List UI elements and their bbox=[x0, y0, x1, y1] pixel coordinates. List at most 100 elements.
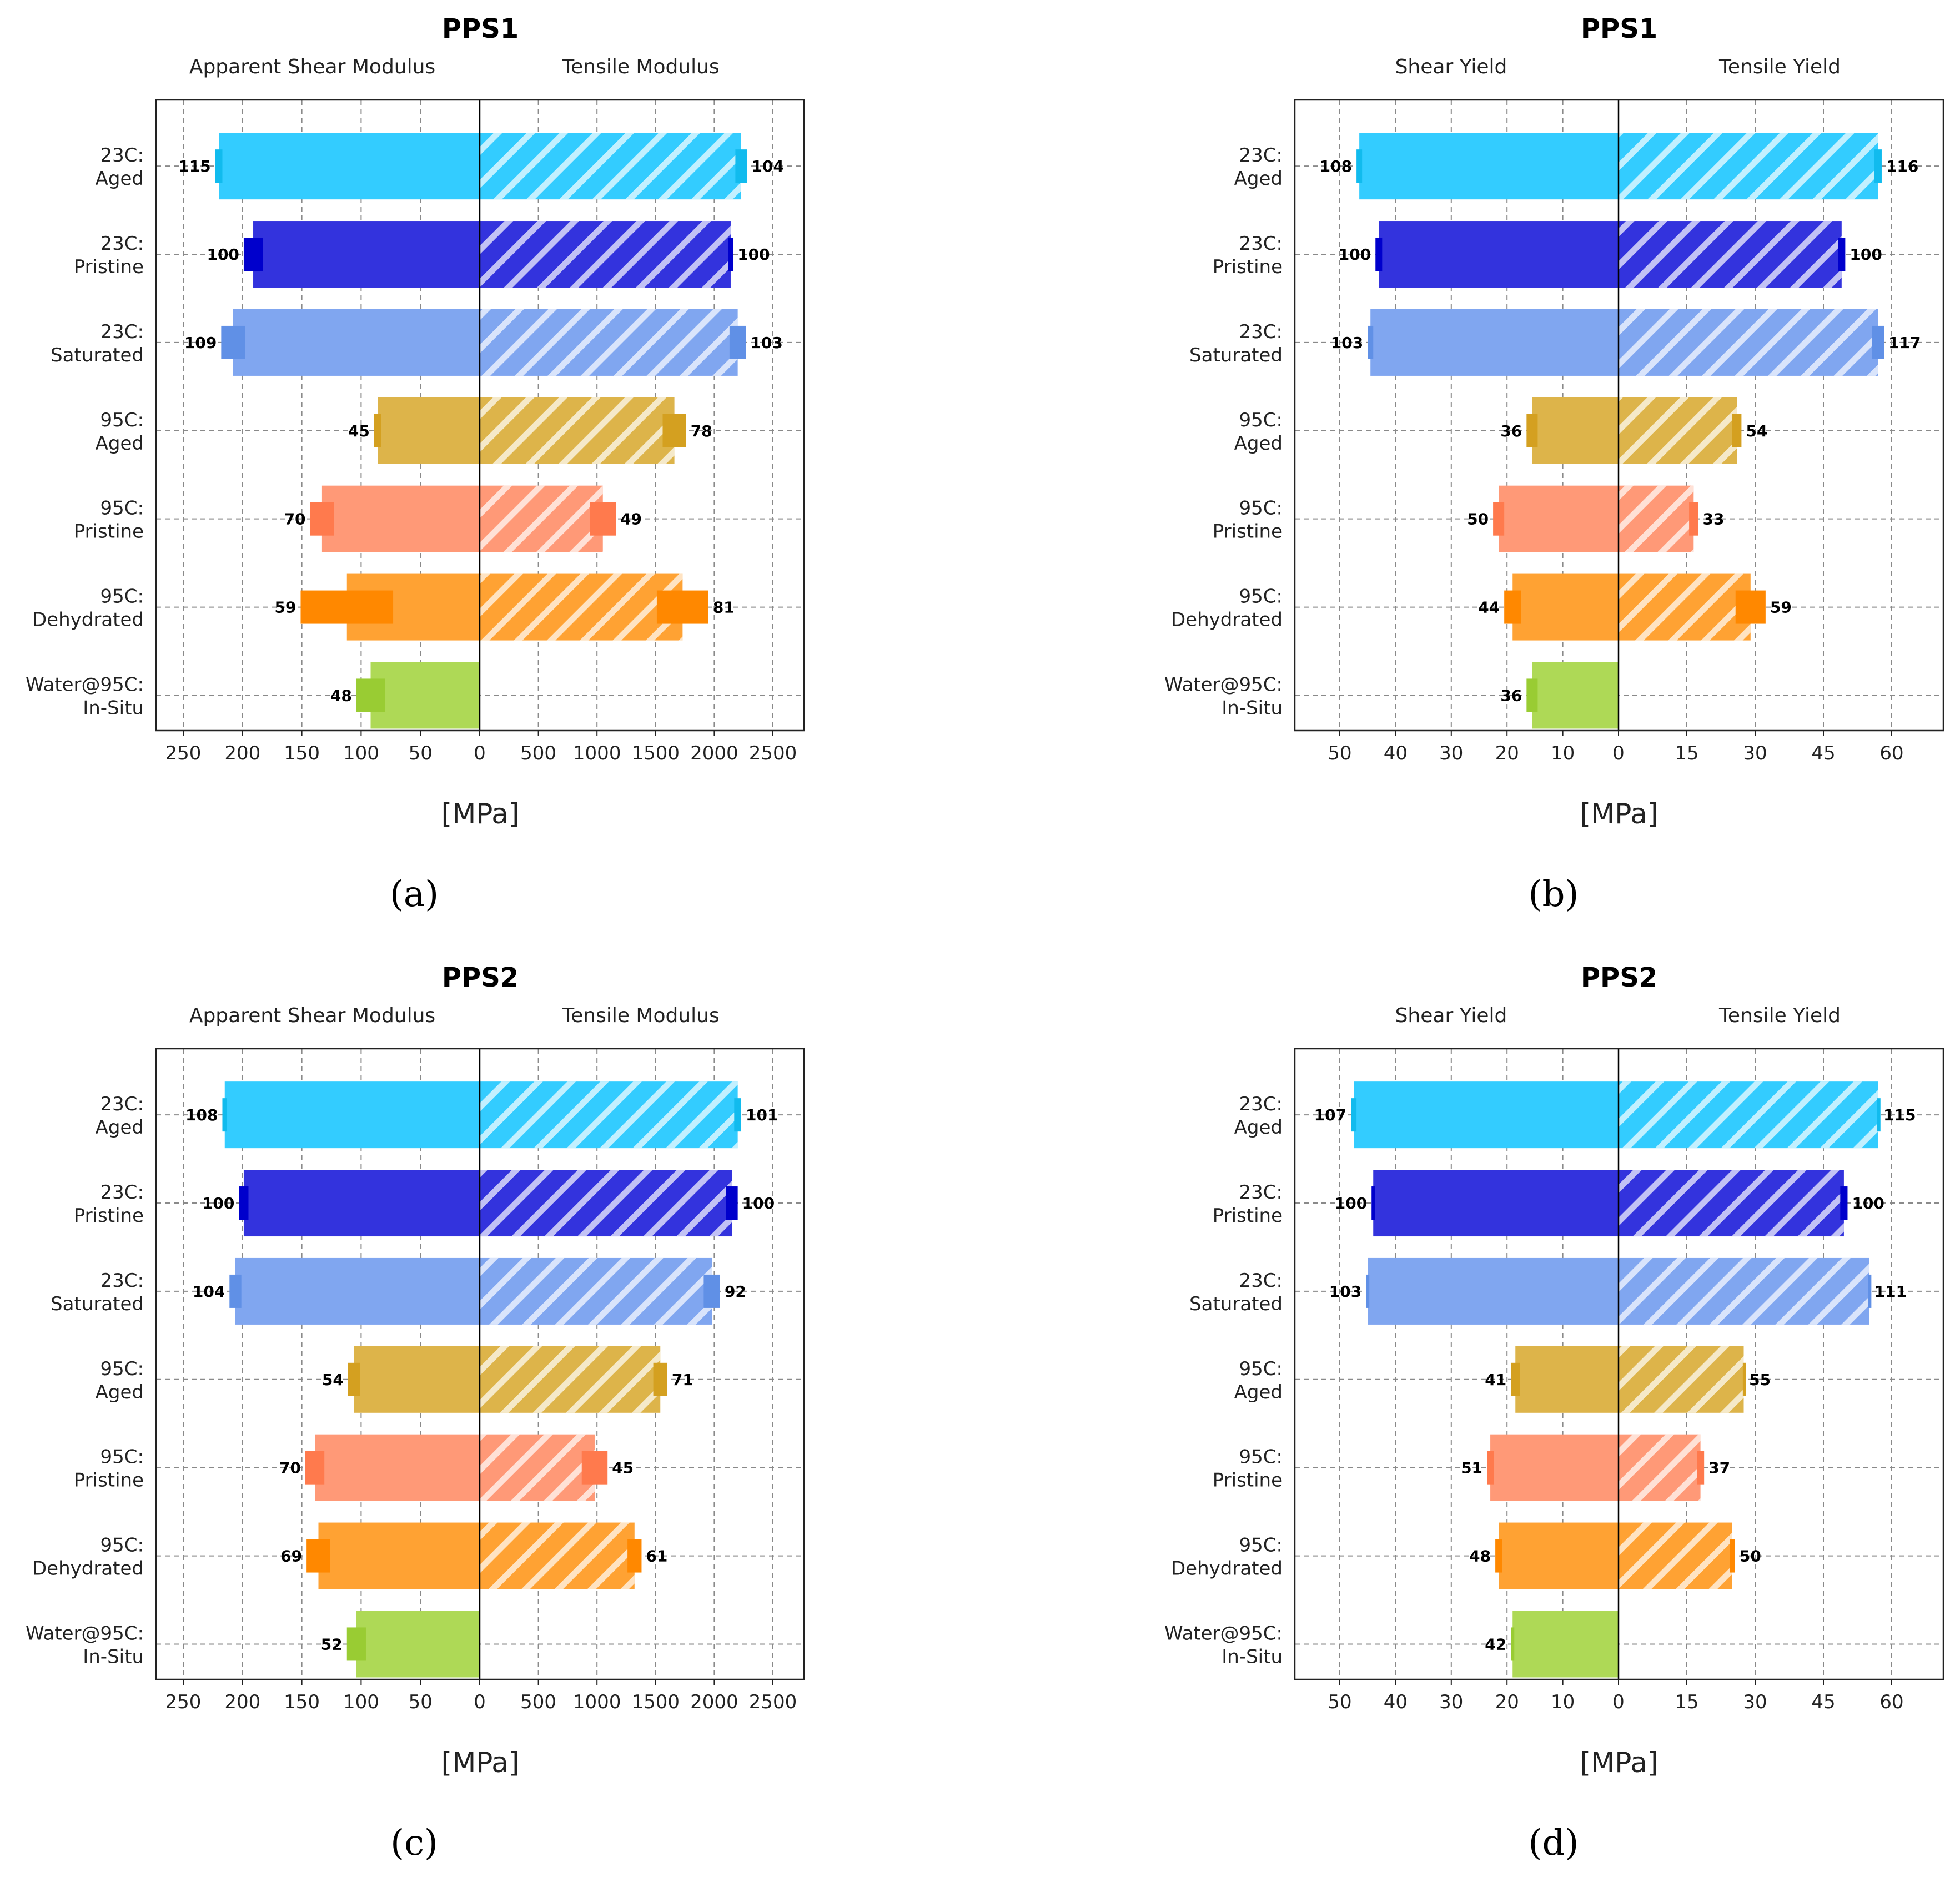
left-data-label-5: 50 bbox=[1467, 510, 1489, 529]
category-label-6: 95C: Dehydrated bbox=[1171, 1534, 1283, 1580]
left-bar-1 bbox=[224, 1081, 480, 1149]
right-data-label-1: 101 bbox=[746, 1106, 778, 1124]
right-data-label-1: 116 bbox=[1886, 157, 1918, 175]
right-bar-hatch-5 bbox=[1619, 485, 1694, 552]
right-data-label-5: 49 bbox=[620, 510, 642, 529]
left-data-label-6: 69 bbox=[280, 1547, 302, 1566]
x-axis-unit-label: [MPa] bbox=[441, 798, 520, 830]
left-data-label-4: 45 bbox=[348, 422, 370, 440]
category-label-7: Water@95C: In-Situ bbox=[26, 673, 144, 719]
x-tick-label: 200 bbox=[224, 742, 260, 764]
left-error-1 bbox=[222, 1098, 228, 1132]
right-bar-hatch-4 bbox=[480, 1346, 661, 1413]
panel-label: (d) bbox=[1529, 1823, 1579, 1864]
left-data-label-7: 42 bbox=[1485, 1635, 1506, 1653]
left-bar-5 bbox=[315, 1434, 480, 1501]
x-tick-label: 15 bbox=[1675, 1691, 1698, 1713]
x-tick-label: 45 bbox=[1811, 742, 1835, 764]
left-data-label-7: 52 bbox=[321, 1635, 343, 1653]
left-error-3 bbox=[1366, 1274, 1370, 1308]
left-error-6 bbox=[300, 590, 394, 624]
left-error-1 bbox=[1356, 149, 1363, 183]
left-data-label-3: 103 bbox=[1329, 1282, 1361, 1301]
right-bar-hatch-1 bbox=[1619, 133, 1878, 200]
left-data-label-1: 107 bbox=[1314, 1106, 1346, 1124]
left-bar-6 bbox=[1499, 1522, 1619, 1589]
left-error-3 bbox=[229, 1274, 242, 1308]
right-error-4 bbox=[653, 1362, 667, 1396]
right-error-2 bbox=[728, 238, 733, 271]
right-bar-hatch-1 bbox=[1619, 1081, 1878, 1149]
left-bar-7 bbox=[356, 1611, 480, 1678]
left-data-label-4: 41 bbox=[1485, 1371, 1506, 1389]
category-label-1: 23C: Aged bbox=[96, 144, 144, 190]
left-bar-1 bbox=[219, 133, 480, 200]
left-error-7 bbox=[346, 1627, 366, 1661]
left-bar-3 bbox=[1370, 309, 1619, 376]
left-data-label-6: 44 bbox=[1478, 598, 1500, 617]
left-bar-1 bbox=[1359, 133, 1619, 200]
x-tick-label: 200 bbox=[224, 1691, 260, 1713]
right-error-6 bbox=[627, 1539, 642, 1573]
right-bar-hatch-3 bbox=[480, 309, 738, 376]
left-data-label-6: 48 bbox=[1469, 1547, 1491, 1566]
left-data-label-1: 108 bbox=[185, 1106, 218, 1124]
category-label-3: 23C: Saturated bbox=[51, 321, 144, 366]
right-bar-hatch-3 bbox=[1619, 309, 1878, 376]
category-label-4: 95C: Aged bbox=[1234, 1358, 1283, 1403]
chart-title: PPS2 bbox=[1581, 962, 1657, 993]
right-data-label-6: 81 bbox=[713, 598, 735, 617]
x-axis-unit-label: [MPa] bbox=[1580, 798, 1659, 830]
right-error-5 bbox=[590, 502, 616, 536]
left-data-label-3: 104 bbox=[193, 1282, 225, 1301]
right-data-label-4: 78 bbox=[691, 422, 712, 440]
panel-label: (a) bbox=[390, 874, 439, 915]
right-bar-hatch-4 bbox=[480, 397, 675, 464]
left-error-6 bbox=[1504, 590, 1521, 624]
x-axis-unit-label: [MPa] bbox=[441, 1747, 520, 1779]
x-tick-label: 0 bbox=[1612, 742, 1625, 764]
category-label-5: 95C: Pristine bbox=[1213, 1446, 1283, 1492]
right-data-label-1: 104 bbox=[752, 157, 784, 175]
right-bar-hatch-2 bbox=[1619, 221, 1842, 288]
right-data-label-5: 37 bbox=[1708, 1459, 1730, 1477]
left-error-5 bbox=[305, 1451, 325, 1485]
left-data-label-7: 36 bbox=[1500, 686, 1522, 705]
left-error-1 bbox=[215, 149, 223, 183]
left-data-label-2: 100 bbox=[1339, 245, 1371, 264]
category-label-1: 23C: Aged bbox=[1234, 1093, 1283, 1139]
panel-label: (c) bbox=[390, 1823, 438, 1864]
left-data-label-4: 36 bbox=[1500, 422, 1522, 440]
left-data-label-7: 48 bbox=[330, 686, 352, 705]
left-error-2 bbox=[239, 1186, 249, 1220]
left-error-6 bbox=[306, 1539, 330, 1573]
left-bar-6 bbox=[318, 1522, 480, 1589]
right-data-label-3: 103 bbox=[750, 334, 782, 352]
left-error-4 bbox=[1511, 1362, 1520, 1396]
x-tick-label: 20 bbox=[1495, 1691, 1519, 1713]
right-axis-title: Tensile Modulus bbox=[561, 1004, 720, 1027]
right-bar-hatch-5 bbox=[480, 1434, 595, 1501]
x-tick-label: 250 bbox=[165, 742, 202, 764]
x-tick-label: 20 bbox=[1495, 742, 1519, 764]
left-data-label-1: 115 bbox=[178, 157, 210, 175]
right-axis-title: Tensile Modulus bbox=[561, 56, 720, 78]
right-data-label-2: 100 bbox=[1852, 1194, 1884, 1212]
panel-label: (b) bbox=[1529, 874, 1579, 915]
left-bar-1 bbox=[1354, 1081, 1619, 1149]
right-error-3 bbox=[729, 325, 746, 359]
left-data-label-5: 51 bbox=[1461, 1459, 1482, 1477]
x-tick-label: 0 bbox=[474, 1691, 486, 1713]
left-bar-2 bbox=[1373, 1170, 1619, 1237]
chart-panel-1: 115 104 23C: Aged 100 100 23C: Pristine 109 103 23… bbox=[26, 13, 805, 915]
right-data-label-4: 54 bbox=[1746, 422, 1767, 440]
left-bar-2 bbox=[243, 1170, 480, 1237]
left-bar-4 bbox=[1515, 1346, 1619, 1413]
left-bar-5 bbox=[1499, 485, 1619, 552]
left-bar-2 bbox=[1379, 221, 1619, 288]
left-axis-title: Apparent Shear Modulus bbox=[189, 56, 435, 78]
left-data-label-5: 70 bbox=[284, 510, 306, 529]
chart-title: PPS1 bbox=[1581, 13, 1657, 44]
right-error-1 bbox=[735, 149, 747, 183]
